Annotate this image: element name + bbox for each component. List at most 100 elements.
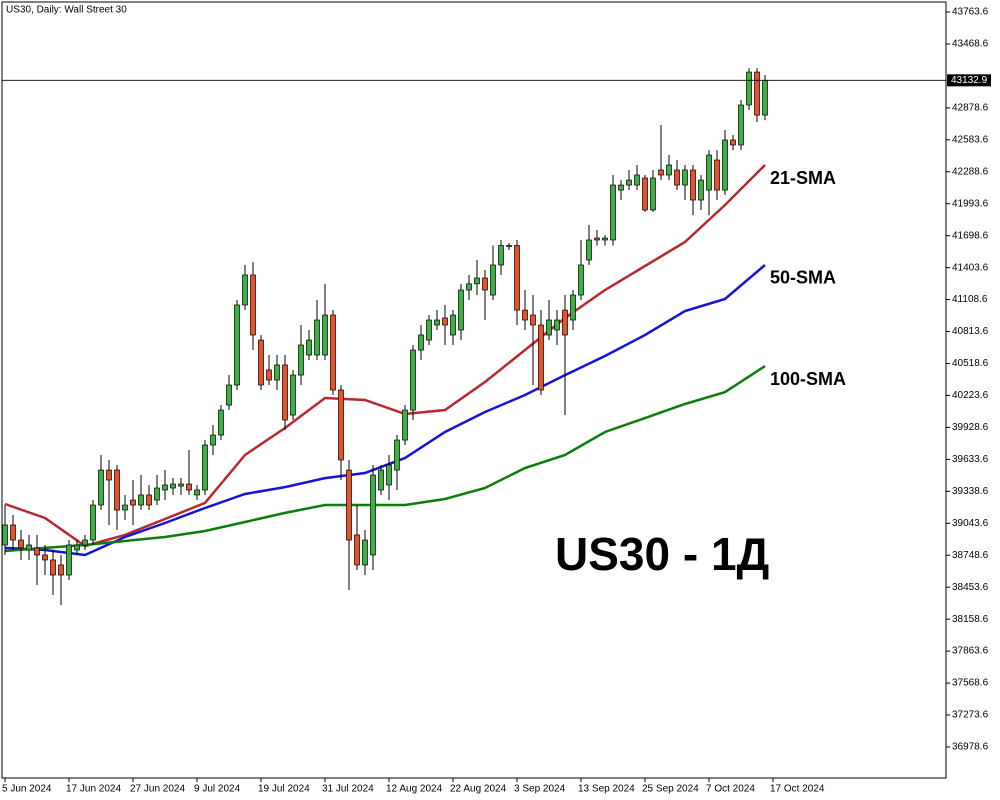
candle-body xyxy=(146,494,152,506)
candle-body xyxy=(106,469,112,481)
y-tick-label: 41403.6 xyxy=(952,262,989,273)
candle-body xyxy=(154,487,160,501)
candle-body xyxy=(618,184,624,191)
candle-body xyxy=(378,469,384,491)
candle-body xyxy=(698,179,704,201)
x-tick-label: 31 Jul 2024 xyxy=(322,784,374,795)
candle-body xyxy=(122,504,128,511)
candle-body xyxy=(322,314,328,356)
candle-body xyxy=(602,237,608,241)
candle-body xyxy=(258,339,264,386)
y-tick-label: 38453.6 xyxy=(952,582,989,593)
candle-body xyxy=(466,283,472,291)
candle-body xyxy=(522,309,528,321)
y-tick-label: 41108.6 xyxy=(952,294,988,305)
candle-body xyxy=(498,245,504,266)
x-tick-label: 27 Jun 2024 xyxy=(130,784,185,795)
candle-body xyxy=(410,349,416,411)
x-tick-label: 13 Sep 2024 xyxy=(578,784,635,795)
candle-body xyxy=(538,324,544,391)
candle-body xyxy=(274,364,280,381)
series-label: 50-SMA xyxy=(770,268,836,288)
candle-body xyxy=(210,434,216,446)
x-tick-label: 19 Jul 2024 xyxy=(258,784,310,795)
candle-body xyxy=(82,539,88,546)
candle-body xyxy=(586,239,592,261)
candle-body xyxy=(90,504,96,541)
candle-body xyxy=(394,439,400,471)
candle-body xyxy=(386,464,392,486)
candle-body xyxy=(242,274,248,306)
x-tick-label: 25 Sep 2024 xyxy=(642,784,699,795)
candle-body xyxy=(58,564,64,576)
y-tick-label: 40813.6 xyxy=(952,326,989,337)
candle-body xyxy=(562,309,568,336)
y-tick-label: 39633.6 xyxy=(952,454,989,465)
y-tick-label: 40223.6 xyxy=(952,390,989,401)
candle-body xyxy=(762,79,768,116)
candle-body xyxy=(610,184,616,241)
candle-body xyxy=(482,277,488,291)
candle-body xyxy=(506,245,512,247)
y-tick-label: 38158.6 xyxy=(952,614,989,625)
y-tick-label: 41698.6 xyxy=(952,230,989,241)
candle-body xyxy=(306,339,312,356)
y-tick-label: 41993.6 xyxy=(952,198,989,209)
candle-body xyxy=(594,237,600,241)
y-tick-label: 37273.6 xyxy=(952,710,989,721)
candle-body xyxy=(730,139,736,146)
candle-body xyxy=(554,319,560,331)
candle-body xyxy=(402,409,408,441)
candle-body xyxy=(458,289,464,331)
candle-body xyxy=(578,264,584,296)
y-tick-label: 42878.6 xyxy=(952,103,989,114)
candle-body xyxy=(426,319,432,341)
sma-line xyxy=(4,164,766,548)
candle-body xyxy=(450,314,456,336)
sma-line xyxy=(4,264,766,557)
x-tick-label: 3 Sep 2024 xyxy=(514,784,566,795)
chart-title: US30, Daily: Wall Street 30 xyxy=(6,5,127,16)
candle-body xyxy=(722,139,728,191)
candle-body xyxy=(642,177,648,211)
candle-body xyxy=(754,71,760,116)
candle-body xyxy=(42,554,48,561)
candle-body xyxy=(98,469,104,506)
candle-body xyxy=(354,534,360,566)
candle-body xyxy=(234,304,240,386)
x-tick-label: 22 Aug 2024 xyxy=(450,784,507,795)
candle-body xyxy=(250,274,256,336)
candle-body xyxy=(266,369,272,381)
candle-body xyxy=(474,277,480,285)
current-price-label: 43132.9 xyxy=(951,75,988,86)
candle-body xyxy=(570,294,576,321)
candle-body xyxy=(634,174,640,186)
candle-body xyxy=(434,319,440,326)
candle-body xyxy=(162,484,168,491)
candle-body xyxy=(50,559,56,576)
candle-body xyxy=(2,524,8,546)
series-label: 100-SMA xyxy=(770,369,846,389)
candle-body xyxy=(298,344,304,376)
candle-body xyxy=(682,169,688,186)
candle-body xyxy=(738,104,744,146)
candle-body xyxy=(690,169,696,201)
x-tick-label: 5 Jun 2024 xyxy=(2,784,52,795)
candle-body xyxy=(170,483,176,489)
candle-body xyxy=(330,314,336,391)
y-tick-label: 43763.6 xyxy=(952,7,989,18)
candle-body xyxy=(226,384,232,406)
candle-body xyxy=(490,264,496,296)
candle-body xyxy=(746,71,752,106)
candle-body xyxy=(186,483,192,491)
candle-body xyxy=(442,317,448,326)
y-tick-label: 36978.6 xyxy=(952,742,989,753)
watermark: US30 - 1Д xyxy=(555,528,769,580)
y-tick-label: 39043.6 xyxy=(952,518,989,529)
y-tick-label: 42288.6 xyxy=(952,166,989,177)
candle-body xyxy=(546,319,552,336)
candle-body xyxy=(650,177,656,211)
candle-body xyxy=(626,179,632,186)
series-label: 21-SMA xyxy=(770,168,836,188)
